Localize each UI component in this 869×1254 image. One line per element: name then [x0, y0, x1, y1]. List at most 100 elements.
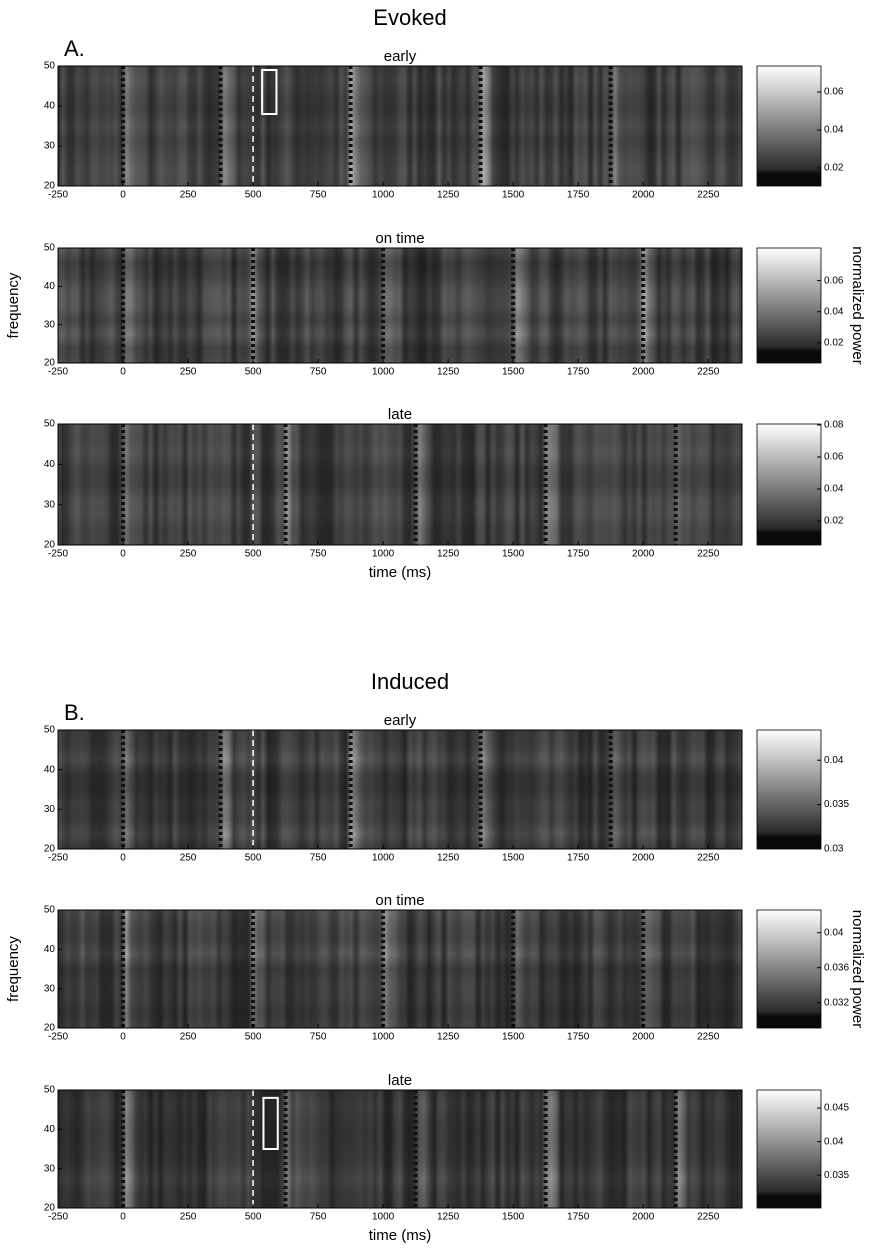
x-tick-label: 1000 [372, 1032, 395, 1043]
x-tick-label: 1250 [437, 190, 460, 201]
x-tick-label: 1750 [567, 1032, 590, 1043]
colorbar [756, 909, 822, 1029]
y-tick-label: 20 [44, 1023, 56, 1034]
x-tick-label: 2000 [632, 853, 655, 864]
plot-frame [57, 65, 743, 187]
colorbar [756, 65, 822, 187]
x-tick-label: -250 [48, 549, 68, 560]
y-tick-label: 20 [44, 1203, 56, 1214]
y-tick-label: 40 [44, 1124, 56, 1135]
x-tick-label: 250 [180, 367, 197, 378]
heatmap-shade [58, 424, 742, 545]
plot-frame [57, 909, 743, 1029]
x-tick-label: -250 [48, 1212, 68, 1223]
x-tick-label: 500 [245, 549, 262, 560]
y-tick-label: 40 [44, 281, 56, 292]
colorbar-tick-label: 0.03 [824, 844, 844, 855]
x-tick-label: 750 [310, 1212, 327, 1223]
y-tick-label: 20 [44, 540, 56, 551]
x-tick-label: 2000 [632, 549, 655, 560]
colorbar-tick-label: 0.04 [824, 484, 844, 495]
colorbar-tick-label: 0.04 [824, 927, 844, 938]
colorbar-tick-label: 0.04 [824, 1136, 844, 1147]
y-tick-label: 30 [44, 983, 56, 994]
colorbar-tick-label: 0.02 [824, 163, 844, 174]
x-tick-label: 0 [120, 1212, 126, 1223]
x-tick-label: 1750 [567, 549, 590, 560]
y-tick-label: 50 [44, 905, 56, 916]
y-tick-label: 50 [44, 61, 56, 72]
panel-label: B. [64, 700, 85, 725]
x-tick-label: 2250 [697, 853, 720, 864]
heatmap-shade [58, 730, 742, 849]
colorbar-tick-label: 0.035 [824, 1170, 849, 1181]
x-tick-label: 1250 [437, 549, 460, 560]
colorbar-label: normalized power [849, 246, 866, 364]
x-tick-label: 250 [180, 1032, 197, 1043]
x-axis-label: time (ms) [369, 564, 432, 581]
y-tick-label: 40 [44, 944, 56, 955]
y-tick-label: 20 [44, 358, 56, 369]
x-tick-label: 2000 [632, 367, 655, 378]
subplot-title: late [388, 406, 412, 423]
x-tick-label: 2250 [697, 367, 720, 378]
x-tick-label: -250 [48, 853, 68, 864]
x-tick-label: 1500 [502, 549, 525, 560]
x-tick-label: 1750 [567, 853, 590, 864]
y-tick-label: 40 [44, 101, 56, 112]
x-tick-label: 0 [120, 549, 126, 560]
colorbar [756, 247, 822, 364]
plot-frame [57, 1089, 743, 1209]
x-tick-label: 1000 [372, 367, 395, 378]
highlight-box [262, 1096, 279, 1151]
x-tick-label: 750 [310, 853, 327, 864]
colorbar-tick-label: 0.032 [824, 997, 849, 1008]
y-tick-label: 40 [44, 764, 56, 775]
panel-label: A. [64, 36, 85, 61]
x-tick-label: 1750 [567, 190, 590, 201]
plot-frame [57, 423, 743, 546]
y-tick-label: 30 [44, 319, 56, 330]
y-tick-label: 40 [44, 459, 56, 470]
y-tick-label: 50 [44, 419, 56, 430]
x-tick-label: 1750 [567, 367, 590, 378]
y-tick-label: 30 [44, 804, 56, 815]
x-tick-label: 250 [180, 549, 197, 560]
x-tick-label: 1250 [437, 367, 460, 378]
x-tick-label: 750 [310, 1032, 327, 1043]
x-axis-label: time (ms) [369, 1227, 432, 1244]
colorbar-tick-label: 0.04 [824, 125, 844, 136]
y-tick-label: 20 [44, 181, 56, 192]
subplot-title: late [388, 1072, 412, 1089]
x-tick-label: 750 [310, 549, 327, 560]
x-tick-label: 500 [245, 1032, 262, 1043]
y-tick-label: 30 [44, 141, 56, 152]
x-tick-label: 1000 [372, 1212, 395, 1223]
plot-frame [57, 247, 743, 364]
x-tick-label: 750 [310, 367, 327, 378]
x-tick-label: 2250 [697, 190, 720, 201]
x-tick-label: -250 [48, 367, 68, 378]
x-tick-label: 1000 [372, 549, 395, 560]
colorbar-tick-label: 0.045 [824, 1103, 849, 1114]
x-tick-label: 1750 [567, 1212, 590, 1223]
x-tick-label: 500 [245, 853, 262, 864]
x-tick-label: 500 [245, 1212, 262, 1223]
x-tick-label: 250 [180, 190, 197, 201]
x-tick-label: -250 [48, 1032, 68, 1043]
heatmap-shade [58, 910, 742, 1028]
x-tick-label: 0 [120, 367, 126, 378]
highlight-box [261, 69, 278, 115]
section-title: Induced [371, 669, 449, 694]
colorbar-tick-label: 0.036 [824, 962, 849, 973]
x-tick-label: 1500 [502, 1212, 525, 1223]
colorbar [756, 1089, 822, 1209]
colorbar-tick-label: 0.035 [824, 799, 849, 810]
y-tick-label: 50 [44, 725, 56, 736]
x-tick-label: -250 [48, 190, 68, 201]
subplot-title: early [384, 712, 417, 729]
x-tick-label: 500 [245, 190, 262, 201]
subplot-title: on time [375, 892, 424, 909]
